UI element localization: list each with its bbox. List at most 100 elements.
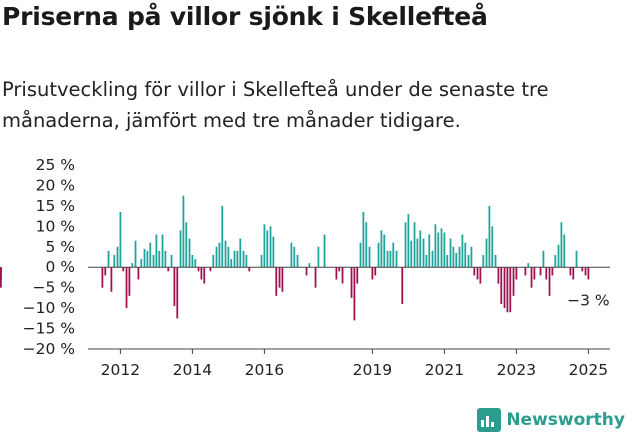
y-tick-label: −10 % (23, 299, 75, 317)
bar (338, 267, 341, 272)
bar (260, 254, 263, 268)
bar (119, 212, 122, 268)
bar (434, 224, 437, 268)
bar (128, 267, 131, 296)
bar (194, 259, 197, 268)
bar (464, 242, 467, 268)
bar (335, 267, 338, 280)
bar (125, 267, 128, 309)
bar (137, 267, 140, 280)
bar (530, 267, 533, 288)
y-tick-label: 15 % (36, 197, 75, 215)
bar (167, 267, 170, 272)
bar (524, 267, 527, 276)
bar (140, 259, 143, 268)
bar (374, 267, 377, 276)
bar (506, 267, 509, 313)
bar (557, 244, 560, 268)
x-tick-label: 2025 (569, 361, 608, 379)
bar (173, 267, 176, 307)
bar (146, 250, 149, 268)
bar (308, 263, 311, 268)
bar (443, 232, 446, 268)
bar (314, 267, 317, 288)
bar (290, 242, 293, 268)
bar (281, 267, 284, 292)
bar (548, 267, 551, 296)
bar (422, 238, 425, 268)
bar (533, 267, 536, 280)
bar (185, 222, 188, 268)
bar (428, 234, 431, 268)
bar (149, 242, 152, 268)
bar (446, 254, 449, 268)
bar (551, 267, 554, 276)
last-value-annotation: −3 % (567, 291, 610, 309)
bar (239, 238, 242, 268)
bar (401, 267, 404, 305)
x-tick-label: 2021 (425, 361, 464, 379)
bar (227, 246, 230, 268)
bar (416, 238, 419, 268)
bar (0, 267, 2, 280)
bar (431, 250, 434, 268)
bar (377, 242, 380, 268)
bar (380, 230, 383, 268)
bar (368, 246, 371, 268)
bar (230, 259, 233, 268)
bar (500, 267, 503, 305)
bar (209, 267, 212, 272)
bar (512, 267, 515, 296)
brand-name: Newsworthy (506, 410, 625, 430)
bar (455, 252, 458, 268)
bar (341, 267, 344, 284)
bar (161, 234, 164, 268)
bar (101, 267, 104, 288)
bar (122, 267, 125, 272)
bar (191, 254, 194, 268)
y-tick-label: −5 % (32, 279, 75, 297)
bar (296, 254, 299, 268)
bar (494, 254, 497, 268)
x-tick-label: 2012 (101, 361, 140, 379)
bar (461, 234, 464, 268)
x-axis-ticks: 2012 2014 2016 2019 2021 2023 2025 (88, 348, 610, 379)
bar (365, 222, 368, 268)
bar (488, 205, 491, 268)
bar (152, 254, 155, 268)
bar (233, 250, 236, 268)
bar (158, 250, 161, 268)
bar (458, 246, 461, 268)
bar (563, 234, 566, 268)
bar (545, 267, 548, 280)
bar (242, 250, 245, 268)
newsworthy-brand[interactable]: Newsworthy (477, 408, 625, 432)
bar (203, 267, 206, 284)
x-tick-label: 2014 (173, 361, 212, 379)
y-tick-label: −20 % (23, 340, 75, 358)
bar (356, 267, 359, 284)
bar (200, 267, 203, 280)
bar (110, 267, 113, 292)
bar (107, 250, 110, 268)
bar (245, 254, 248, 268)
bar (182, 195, 185, 268)
y-tick-label: 0 % (45, 258, 75, 276)
bar (155, 234, 158, 268)
bar (587, 267, 590, 280)
bar (449, 238, 452, 268)
bar (359, 242, 362, 268)
bar (542, 250, 545, 268)
bar (215, 246, 218, 268)
y-axis-ticks: 25 % 20 % 15 % 10 % 5 % 0 % −5 % −10 % −15 % −20 … (23, 156, 75, 358)
bar (386, 250, 389, 268)
bar (371, 267, 374, 280)
y-tick-label: 10 % (36, 217, 75, 235)
bar (134, 240, 137, 268)
bar (170, 254, 173, 268)
bars-group (0, 195, 590, 321)
bar (503, 267, 506, 309)
bar (497, 267, 500, 284)
bar (305, 267, 308, 276)
bar (179, 230, 182, 268)
